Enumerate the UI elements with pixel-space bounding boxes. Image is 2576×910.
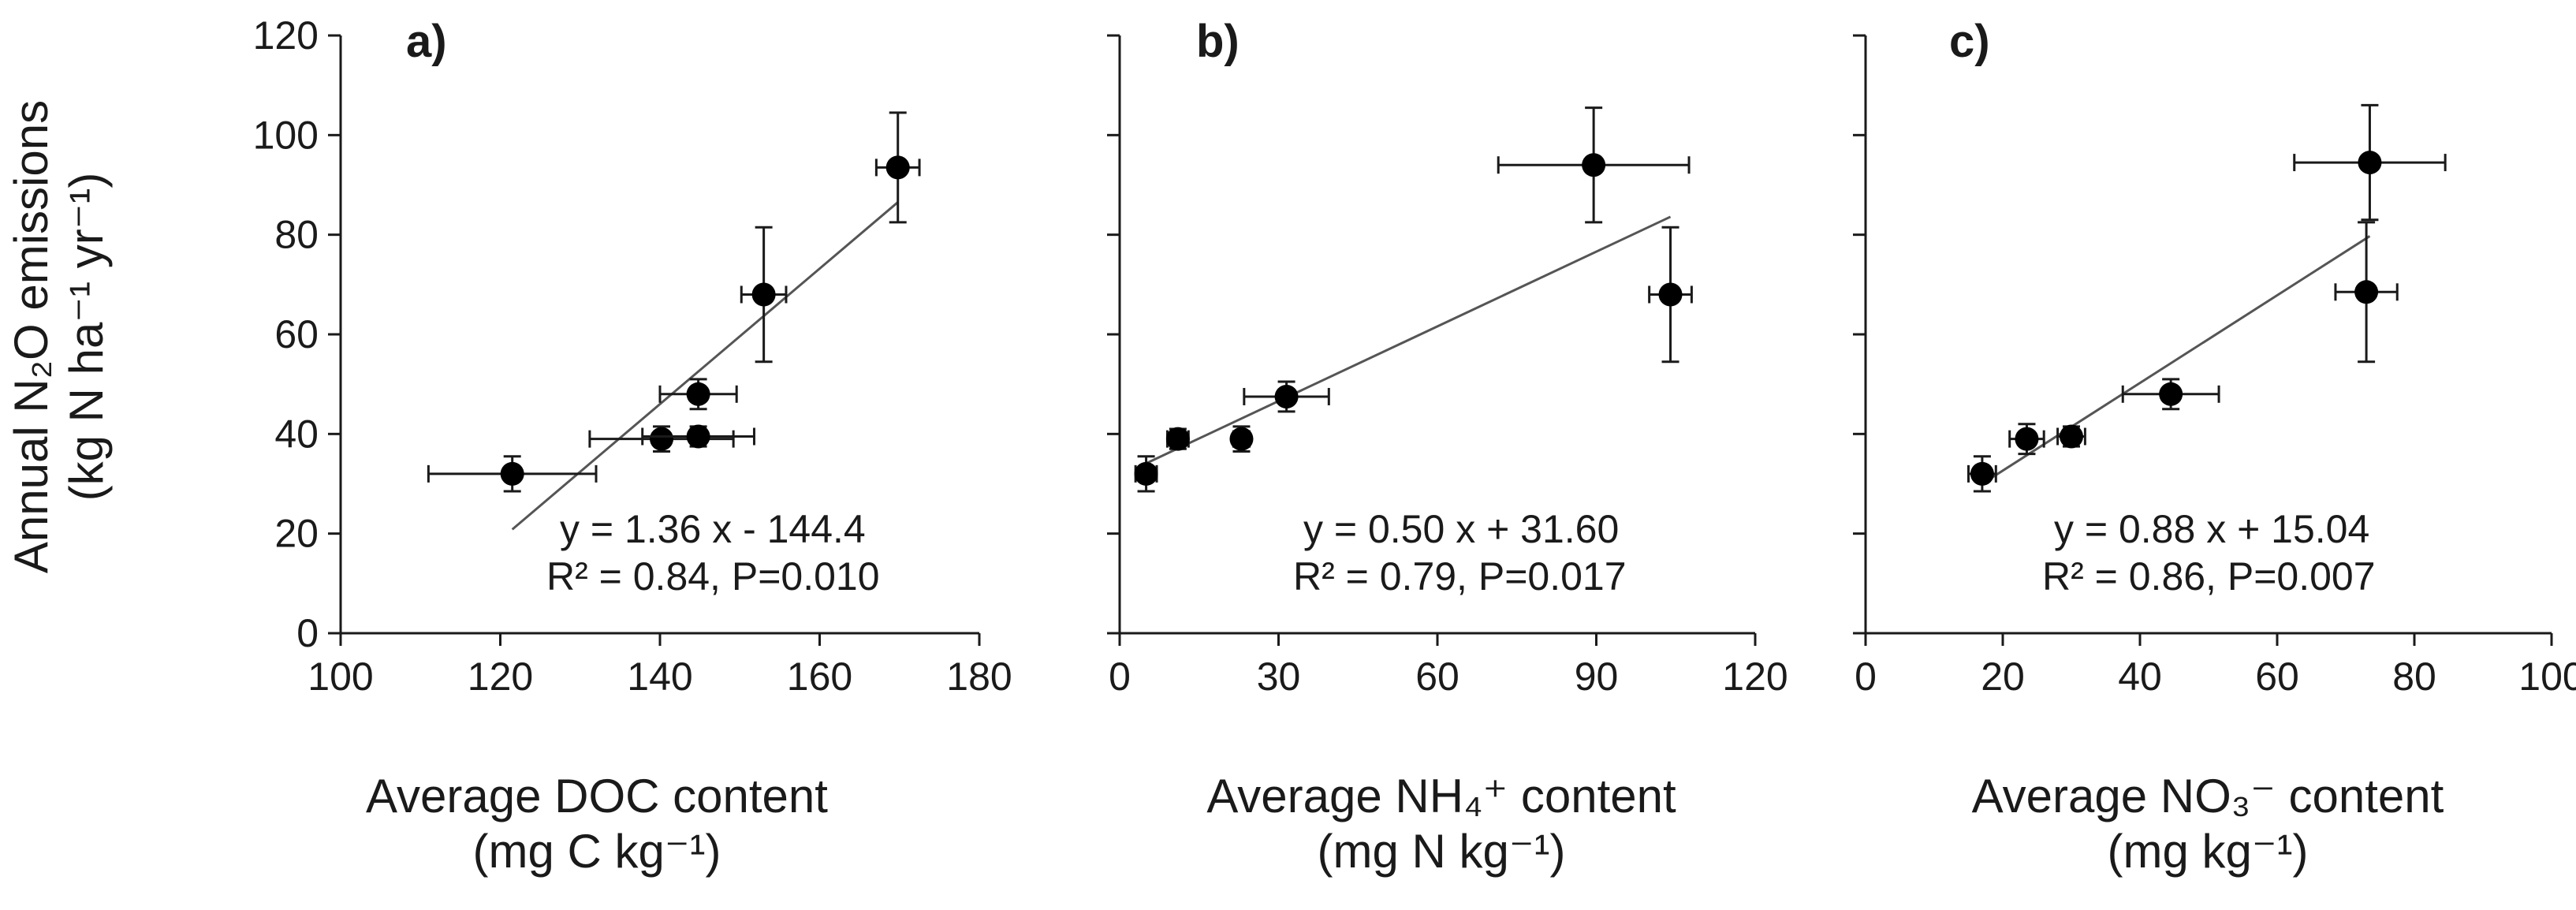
panel-a-y-tick-label: 60 bbox=[274, 312, 319, 356]
panel-a-x-tick-label: 100 bbox=[308, 655, 373, 699]
panel-c-data-point bbox=[1970, 461, 1994, 486]
panel-b-marks: 0 30 60 90 120 bbox=[1107, 34, 1788, 699]
panel-c-x-tick-label: 100 bbox=[2518, 655, 2576, 699]
panel-a-data-point bbox=[500, 461, 524, 486]
panel-a-x-tick-label: 120 bbox=[468, 655, 533, 699]
panel-b-data-point bbox=[1658, 282, 1683, 307]
panel-b-x-tick-label: 120 bbox=[1722, 655, 1788, 699]
panel-c-x-title: Average NO₃⁻ content bbox=[1972, 770, 2444, 822]
panel-a-equation: y = 1.36 x - 144.4 bbox=[560, 507, 866, 551]
panel-a-x-unit: (mg C kg⁻¹) bbox=[473, 825, 721, 878]
panel-b-x-tick-label: 30 bbox=[1257, 655, 1301, 699]
panel-b-data-point bbox=[1274, 384, 1299, 408]
panel-c: 0 20 40 60 80 100 c) y = 0.88 x + 15.04 R² = … bbox=[1853, 16, 2576, 878]
panel-a-data-point bbox=[650, 427, 674, 451]
panel-c-x-tick-label: 40 bbox=[2118, 655, 2162, 699]
panel-a-data-point bbox=[686, 382, 710, 406]
panel-b-data-point bbox=[1582, 153, 1606, 177]
panel-b-x-tick-label: 90 bbox=[1575, 655, 1619, 699]
panel-a-y-tick-label: 0 bbox=[296, 611, 319, 655]
panel-a-label: a) bbox=[406, 16, 447, 67]
panel-a-y-tick-label: 20 bbox=[274, 512, 319, 556]
panel-a-fit-line bbox=[511, 201, 899, 531]
panel-c-x-unit: (mg kg⁻¹) bbox=[2108, 825, 2309, 878]
panel-b-data-point bbox=[1229, 427, 1254, 451]
panel-b-equation: y = 0.50 x + 31.60 bbox=[1303, 507, 1619, 551]
panel-c-label: c) bbox=[1949, 16, 1990, 67]
panel-a-y-tick-label: 40 bbox=[274, 412, 319, 456]
panel-b-data-point bbox=[1165, 427, 1190, 451]
panel-b-data-point bbox=[1134, 461, 1158, 486]
panel-a-x-tick-label: 160 bbox=[787, 655, 852, 699]
y-axis-title-line2: (kg N ha⁻¹ yr⁻¹) bbox=[60, 173, 113, 502]
panel-c-data-point bbox=[2015, 427, 2039, 451]
panel-b-label: b) bbox=[1196, 16, 1240, 67]
panel-a-data-point bbox=[751, 282, 776, 307]
panel-c-data-point bbox=[2358, 151, 2382, 175]
panel-b-x-title: Average NH₄⁺ content bbox=[1206, 770, 1676, 822]
panel-c-data-point bbox=[2060, 424, 2083, 449]
panel-c-x-tick-label: 0 bbox=[1855, 655, 1877, 699]
panel-a-marks: 0 20 40 60 80 100 120 100 120 140 160 180 bbox=[253, 13, 1012, 699]
panel-a: 0 20 40 60 80 100 120 100 120 140 160 180 a) y = 1.… bbox=[253, 13, 1012, 878]
panel-a-data-point bbox=[885, 155, 910, 180]
panel-c-x-tick-label: 20 bbox=[1981, 655, 2025, 699]
panel-b-x-tick-label: 60 bbox=[1415, 655, 1459, 699]
panel-b: 0 30 60 90 120 b) y = 0.50 x + 31.60 R² = 0.… bbox=[1107, 16, 1788, 878]
panel-c-stats: R² = 0.86, P=0.007 bbox=[2042, 554, 2376, 599]
panel-c-data-point bbox=[2354, 280, 2379, 304]
panel-a-x-tick-label: 180 bbox=[946, 655, 1012, 699]
panel-c-fit-line bbox=[1981, 235, 2371, 485]
panel-b-x-unit: (mg N kg⁻¹) bbox=[1318, 825, 1566, 878]
panel-c-marks: 0 20 40 60 80 100 bbox=[1853, 34, 2576, 699]
y-axis-title-line1: Annual N₂O emissions bbox=[5, 100, 58, 573]
panel-c-data-point bbox=[2159, 382, 2183, 406]
panel-a-data-point bbox=[686, 424, 710, 449]
panel-b-stats: R² = 0.79, P=0.017 bbox=[1293, 554, 1627, 599]
panel-a-y-tick-label: 100 bbox=[253, 113, 319, 157]
panel-a-stats: R² = 0.84, P=0.010 bbox=[546, 554, 880, 599]
panel-a-x-tick-label: 140 bbox=[627, 655, 692, 699]
panel-c-x-tick-label: 60 bbox=[2255, 655, 2299, 699]
panel-c-equation: y = 0.88 x + 15.04 bbox=[2054, 507, 2369, 551]
panel-b-fit-line bbox=[1145, 215, 1672, 464]
panel-a-x-title: Average DOC content bbox=[366, 770, 828, 822]
panel-b-x-tick-label: 0 bbox=[1109, 655, 1131, 699]
panel-c-x-tick-label: 80 bbox=[2392, 655, 2436, 699]
y-axis-title: Annual N₂O emissions (kg N ha⁻¹ yr⁻¹) bbox=[5, 100, 113, 573]
panel-a-y-tick-label: 80 bbox=[274, 213, 319, 257]
panel-a-y-tick-label: 120 bbox=[253, 13, 319, 58]
